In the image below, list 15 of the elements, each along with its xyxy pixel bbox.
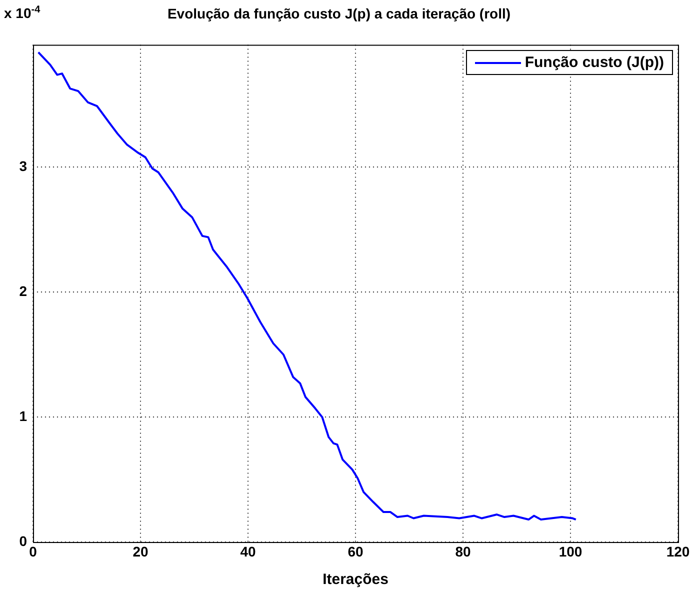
legend-label: Função custo (J(p)) (524, 54, 664, 71)
x-tick-label: 100 (558, 543, 582, 560)
y-tick-label: 1 (19, 408, 28, 424)
x-tick-label: 40 (240, 543, 256, 560)
y-tick-label: 0 (19, 532, 28, 549)
x-tick-label: 120 (666, 543, 690, 560)
chart-title: Evolução da função custo J(p) a cada iteração (roll) (167, 5, 511, 22)
x-tick-label: 60 (348, 543, 364, 560)
y-tick-label: 3 (19, 158, 28, 174)
x-tick-label: 20 (132, 543, 148, 560)
x-axis-title: Iterações (322, 571, 388, 588)
text: x 10$^{-4}$ (4, 4, 40, 21)
x-tick-label: 0 (29, 543, 38, 560)
x-tick-label: 80 (455, 543, 471, 560)
y-tick-label: 2 (19, 283, 28, 300)
